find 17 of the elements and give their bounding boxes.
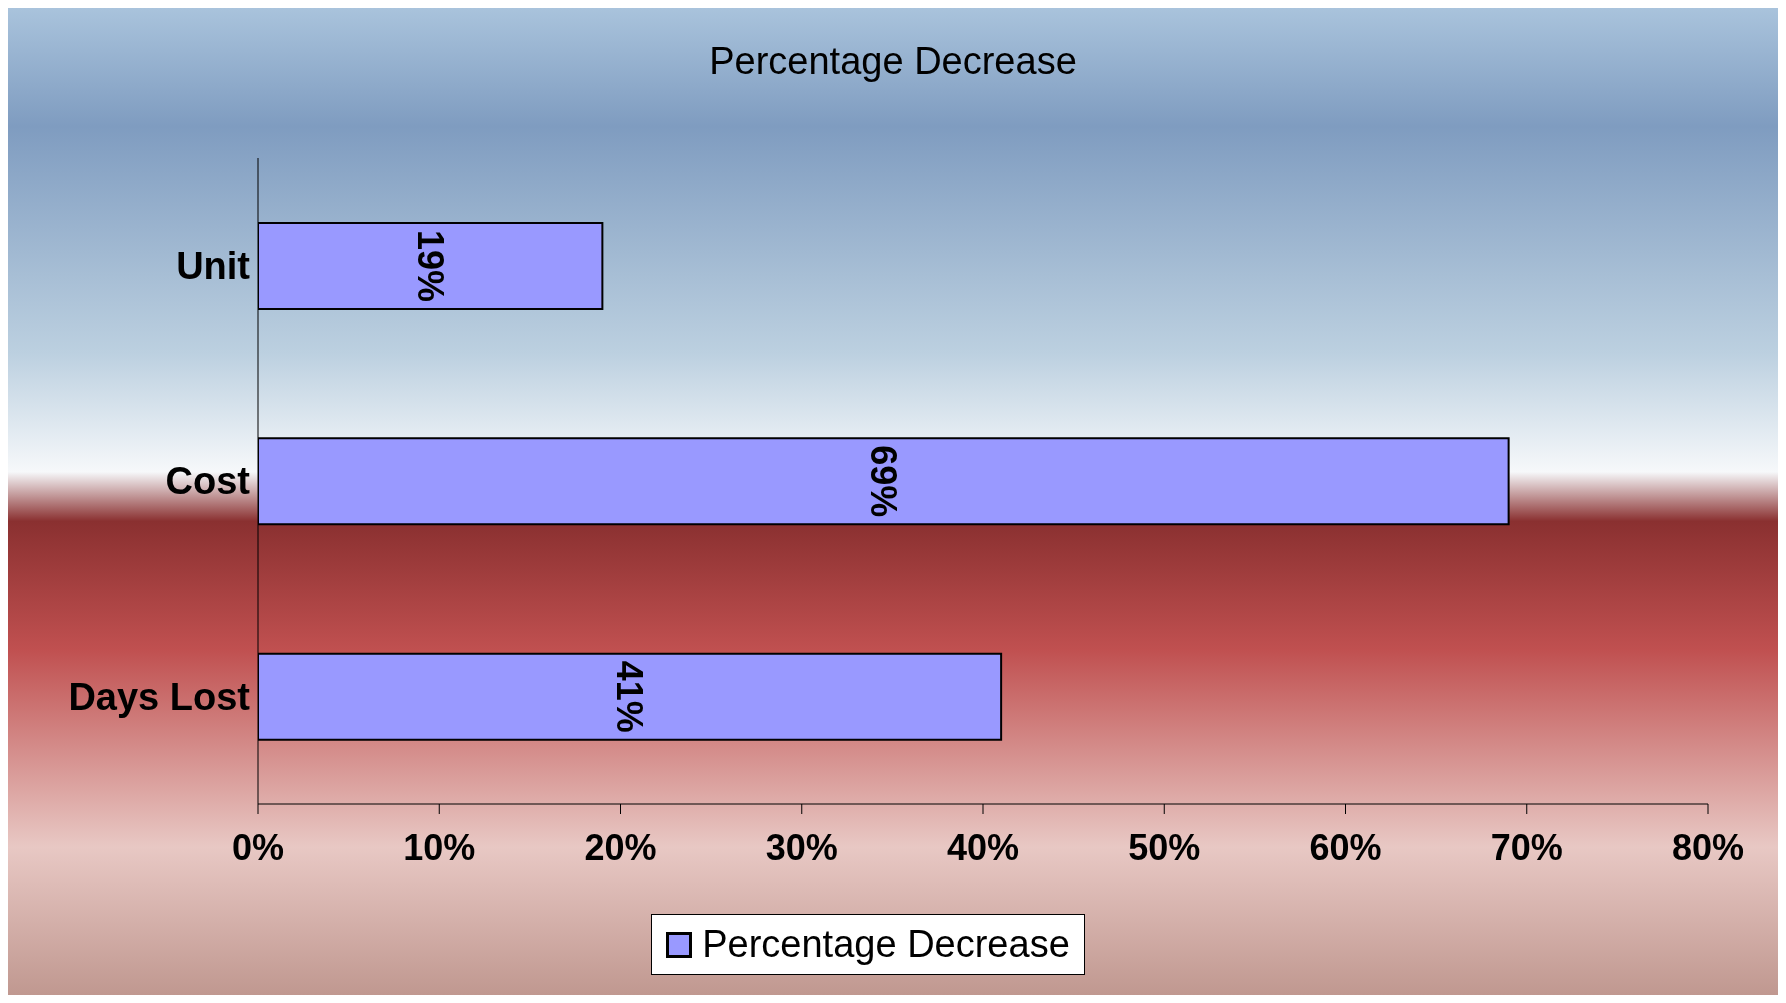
legend-label: Percentage Decrease (702, 923, 1070, 966)
x-tick-label: 60% (1309, 826, 1382, 868)
y-tick-label: Days Lost (68, 675, 251, 718)
data-label: 19% (409, 229, 451, 303)
chart-title: Percentage Decrease (708, 40, 1078, 83)
x-tick-label: 10% (403, 826, 476, 868)
x-tick-label: 50% (1128, 826, 1201, 868)
x-tick-label: 80% (1671, 826, 1745, 868)
x-tick-label: 70% (1490, 826, 1563, 868)
data-label: 41% (609, 660, 651, 733)
x-tick-label: 30% (765, 826, 838, 868)
x-tick-label: 40% (946, 826, 1020, 868)
data-label: 69% (862, 445, 904, 518)
y-tick-label: Cost (165, 460, 251, 503)
x-tick-label: 20% (584, 826, 657, 868)
x-tick-label: 0% (231, 826, 285, 868)
y-tick-label: Unit (176, 245, 251, 288)
